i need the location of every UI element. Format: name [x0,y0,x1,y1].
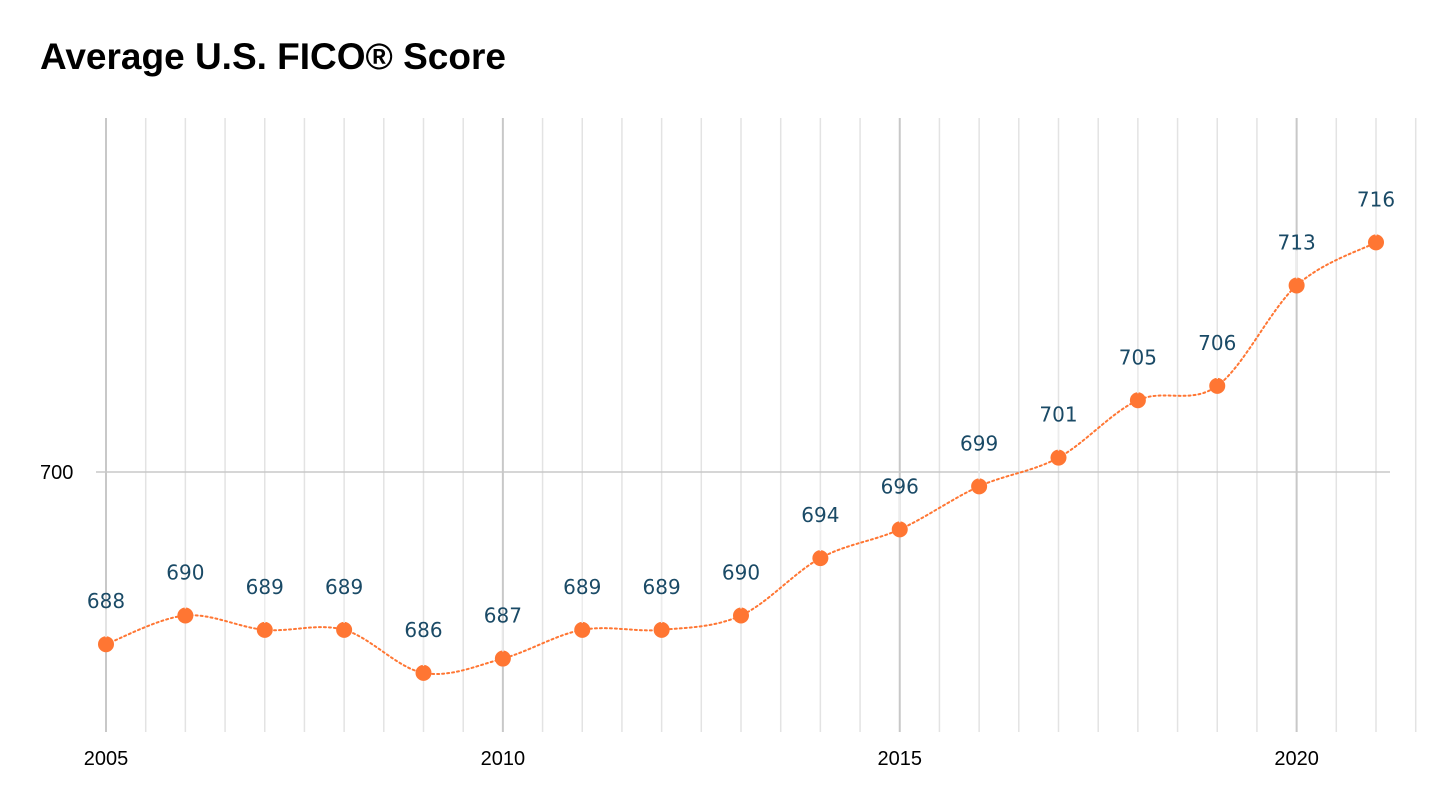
x-tick-label: 2010 [481,748,526,770]
data-label: 688 [87,589,125,613]
data-point [177,607,194,624]
data-point [98,636,114,653]
data-label: 716 [1357,187,1395,211]
x-tick-label: 2015 [878,748,923,770]
data-labels: 688 690 689 689 686 687 689 689 690 694 696 699 701 7… [87,187,1395,666]
data-label: 701 [1039,403,1077,427]
data-label: 694 [801,503,839,527]
data-label: 689 [643,575,681,599]
axis-labels: 2005 2010 2015 2020 700 [40,462,1319,770]
data-point [653,621,670,638]
data-point [1129,392,1146,409]
data-label: 690 [166,561,204,585]
data-label: 689 [563,575,601,599]
data-point [1288,277,1305,294]
data-point [1209,377,1226,394]
data-point [733,607,749,624]
y-tick-label: 700 [40,462,73,484]
x-tick-label: 2020 [1274,748,1319,770]
data-label: 705 [1119,345,1157,369]
data-point [574,621,591,638]
data-label: 699 [960,431,998,455]
data-label: 687 [484,604,522,628]
data-label: 696 [881,474,919,498]
data-point [1050,449,1067,466]
data-label: 689 [325,575,363,599]
data-label: 690 [722,561,760,585]
data-point [812,550,829,567]
data-point [891,521,908,538]
grid-lines [96,118,1417,732]
chart-title: Average U.S. FICO® Score [40,36,506,77]
data-point [415,664,432,681]
data-label: 689 [246,575,284,599]
data-label: 713 [1278,230,1316,254]
data-point [494,650,511,667]
data-point [256,621,273,638]
data-label: 706 [1198,331,1236,355]
data-point [971,478,988,495]
data-point [1368,234,1384,251]
data-point [336,621,353,638]
x-tick-label: 2005 [84,748,129,770]
data-label: 686 [404,618,442,642]
data-points [98,234,1384,681]
